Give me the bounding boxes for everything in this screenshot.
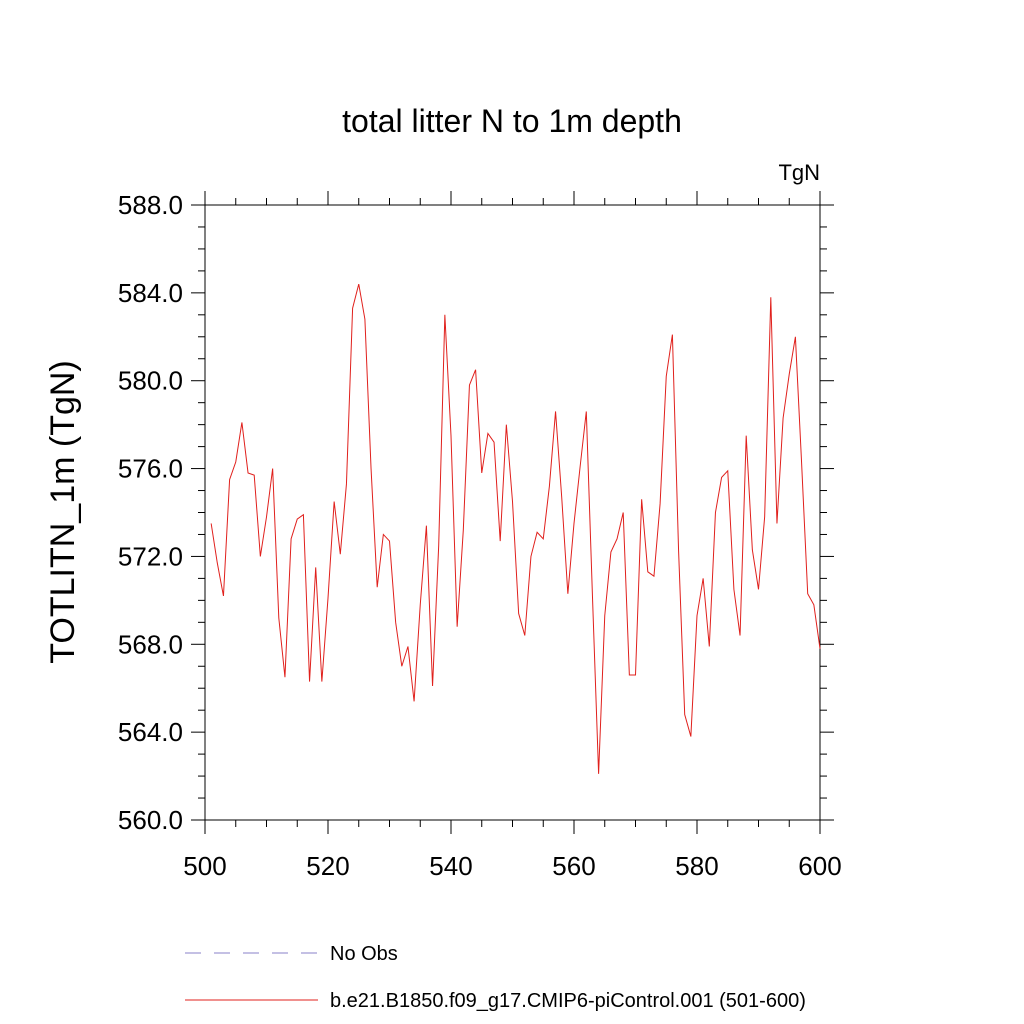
plot-frame xyxy=(204,204,821,821)
y-tick-label: 576.0 xyxy=(118,454,183,484)
legend-label-no-obs: No Obs xyxy=(330,943,398,965)
chart-title: total litter N to 1m depth xyxy=(342,103,682,139)
units-label: TgN xyxy=(778,160,820,185)
x-tick-label: 580 xyxy=(675,851,718,881)
y-tick-label: 588.0 xyxy=(118,190,183,220)
x-tick-label: 540 xyxy=(429,851,472,881)
series-line-picontrol xyxy=(210,283,821,774)
y-tick-label: 568.0 xyxy=(118,629,183,659)
legend-label-picontrol: b.e21.B1850.f09_g17.CMIP6-piControl.001 … xyxy=(330,990,806,1012)
x-tick-label: 500 xyxy=(183,851,226,881)
x-tick-label: 520 xyxy=(306,851,349,881)
y-tick-label: 572.0 xyxy=(118,541,183,571)
x-tick-label: 600 xyxy=(798,851,841,881)
x-tick-label: 560 xyxy=(552,851,595,881)
legend: No Obs b.e21.B1850.f09_g17.CMIP6-piContr… xyxy=(185,943,806,1012)
y-tick-label: 584.0 xyxy=(118,278,183,308)
plot-area: 500 520 540 560 580 600 560.0 564.0 568.0 572.0 57… xyxy=(118,190,842,881)
y-tick-label: 560.0 xyxy=(118,805,183,835)
y-axis-label: TOTLITN_1m (TgN) xyxy=(44,360,82,664)
y-tick-label: 564.0 xyxy=(118,717,183,747)
y-tick-label: 580.0 xyxy=(118,366,183,396)
